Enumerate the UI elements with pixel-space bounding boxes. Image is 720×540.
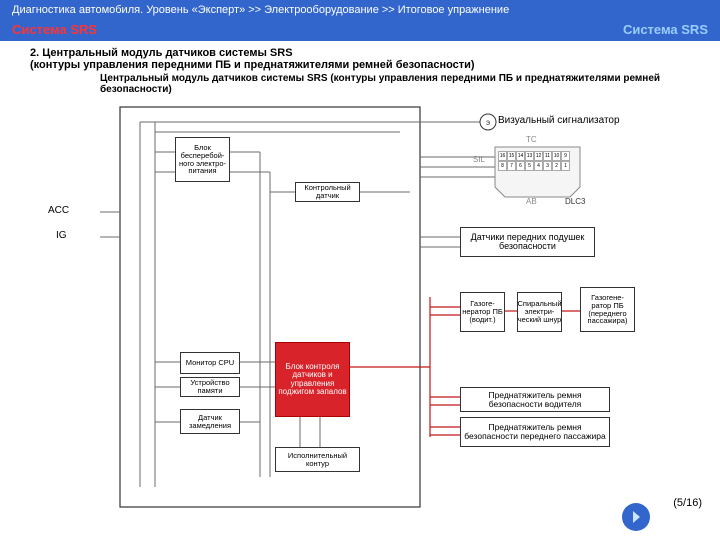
dlc-pin: 9 (561, 151, 570, 161)
dlc-pin: 14 (516, 151, 525, 161)
central-control-block: Блок контроля датчиков и управления подж… (275, 342, 350, 417)
pretensioner-driver-box: Преднатяжитель ремня безопасности водите… (460, 387, 610, 412)
dlc-pin: 7 (507, 161, 516, 171)
system-title-left: Система SRS (12, 22, 97, 37)
dlc-pin: 3 (543, 161, 552, 171)
decel-sensor-block: Датчик замедления (180, 409, 240, 434)
dlc-pin: 1 (561, 161, 570, 171)
diagram-area: э (0, 97, 720, 537)
ig-label: IG (56, 230, 67, 241)
monitor-cpu-block: Монитор CPU (180, 352, 240, 374)
header-bar: Диагностика автомобиля. Уровень «Эксперт… (0, 0, 720, 41)
sil-label: SIL (473, 155, 485, 164)
ab-label: AB (526, 197, 537, 206)
dlc-pin-grid: 161514131211109 87654321 (498, 151, 576, 171)
control-sensor-block: Контрольный датчик (295, 182, 360, 202)
dlc-pin: 10 (552, 151, 561, 161)
dlc3-label: DLC3 (565, 197, 585, 206)
tc-label: TC (526, 135, 537, 144)
dlc-pin: 2 (552, 161, 561, 171)
dlc-pin: 15 (507, 151, 516, 161)
dlc-pin: 13 (525, 151, 534, 161)
dlc-pin: 16 (498, 151, 507, 161)
dlc-pin: 6 (516, 161, 525, 171)
spiral-cord-box: Спиральный электри- ческий шнур (517, 292, 562, 332)
dlc-pin: 5 (525, 161, 534, 171)
dlc-pin: 4 (534, 161, 543, 171)
system-title-right: Система SRS (623, 22, 708, 37)
exec-circuit-block: Исполнительный контур (275, 447, 360, 472)
breadcrumb: Диагностика автомобиля. Уровень «Эксперт… (12, 4, 708, 16)
diagram-caption: Центральный модуль датчиков системы SRS … (0, 73, 720, 97)
dlc-pin: 12 (534, 151, 543, 161)
gas-gen-driver-box: Газоге- нератор ПБ (водит.) (460, 292, 505, 332)
gas-gen-passenger-box: Газогене- ратор ПБ (переднего пассажира) (580, 287, 635, 332)
dlc-pin: 8 (498, 161, 507, 171)
page-counter: (5/16) (673, 497, 702, 509)
dlc-pin: 11 (543, 151, 552, 161)
pretensioner-passenger-box: Преднатяжитель ремня безопасности передн… (460, 417, 610, 447)
chevron-right-icon (628, 509, 644, 525)
front-airbag-sensors-box: Датчики передних подушек безопасности (460, 227, 595, 257)
section-title: 2. Центральный модуль датчиков системы S… (0, 41, 720, 73)
acc-label: ACC (48, 205, 69, 216)
power-block: Блок бесперебой- ного электро- питания (175, 137, 230, 182)
visual-indicator-label: Визуальный сигнализатор (498, 115, 620, 126)
svg-text:э: э (486, 118, 490, 127)
next-button[interactable] (622, 503, 650, 531)
memory-block: Устройство памяти (180, 377, 240, 397)
